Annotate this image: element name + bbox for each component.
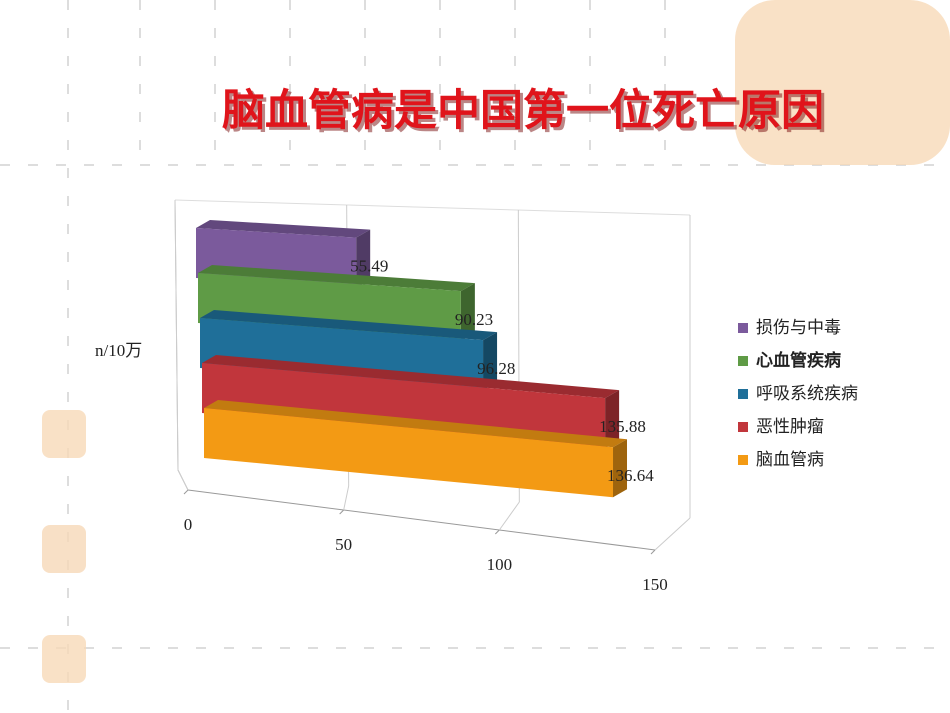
grid-line: [174, 199, 179, 471]
tick-mark: [183, 489, 189, 495]
x-tick-label: 100: [487, 555, 513, 574]
bar: [204, 408, 614, 498]
legend-swatch: [738, 455, 748, 465]
bar-top: [196, 220, 371, 238]
legend-label: 心血管疾病: [756, 350, 841, 371]
tick-mark: [494, 529, 500, 535]
bar-end: [483, 332, 498, 391]
bar-top: [202, 355, 620, 399]
bar: [202, 363, 606, 449]
x-tick-label: 50: [335, 535, 352, 554]
value-label: 96.28: [477, 359, 515, 378]
value-label: 136.64: [607, 466, 654, 485]
x-tick-label: 0: [184, 515, 193, 534]
axis-label: n/10万: [95, 341, 142, 360]
grid-line: [177, 469, 189, 491]
legend-swatch: [738, 356, 748, 366]
grid-line: [654, 517, 691, 551]
legend-swatch: [738, 323, 748, 333]
legend-label: 呼吸系统疾病: [756, 384, 858, 404]
chart-title: 脑血管病是中国第一位死亡原因: [222, 87, 824, 135]
bar-end: [605, 390, 620, 449]
x-tick-label: 150: [642, 575, 668, 594]
grid-line: [343, 485, 350, 511]
value-label: 90.23: [455, 310, 493, 329]
tick-mark: [650, 549, 656, 555]
grid-line: [498, 501, 520, 531]
legend-swatch: [738, 389, 748, 399]
tick-mark: [339, 509, 345, 515]
value-label: 55.49: [350, 257, 388, 276]
back-wall-top: [174, 199, 691, 216]
decor-stamps: [42, 0, 950, 683]
chart-title-shadow: 脑血管病是中国第一位死亡原因: [225, 90, 827, 138]
bar-top: [204, 400, 628, 448]
bar-top: [200, 310, 498, 341]
floor-edge: [187, 489, 656, 551]
value-label: 135.88: [599, 417, 646, 436]
bar-end: [460, 283, 475, 342]
legend-label: 脑血管病: [756, 450, 824, 470]
legend-label: 损伤与中毒: [756, 318, 841, 338]
bar-end: [356, 229, 371, 288]
legend-label: 恶性肿瘤: [756, 417, 824, 437]
bar-top: [198, 265, 475, 292]
legend-swatch: [738, 422, 748, 432]
bar-end: [613, 439, 628, 498]
